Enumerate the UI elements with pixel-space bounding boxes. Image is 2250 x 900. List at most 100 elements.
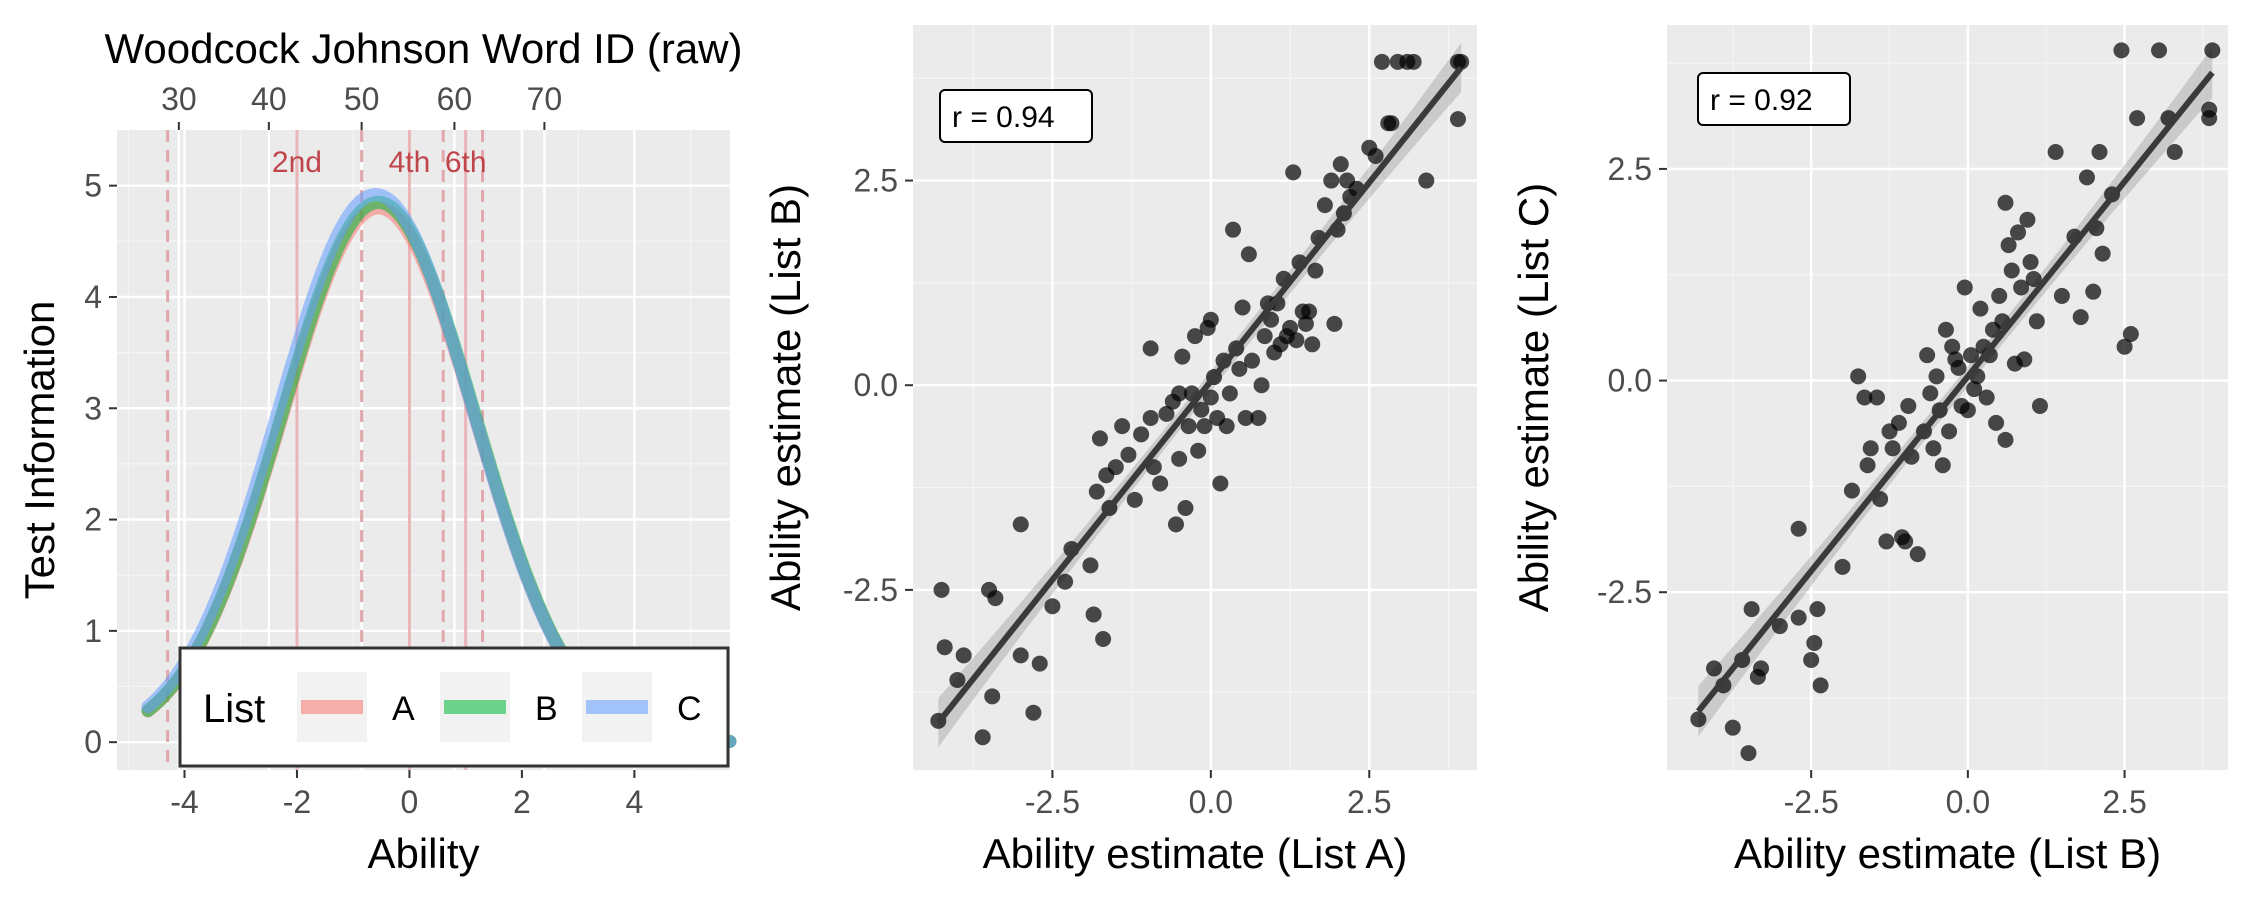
data-point: [1167, 516, 1184, 533]
x-tick-label: -4: [170, 784, 198, 820]
data-point: [2078, 169, 2095, 186]
data-point: [1316, 197, 1333, 214]
data-point: [1142, 409, 1159, 426]
data-point: [1174, 348, 1191, 365]
y-axis-ticks: -2.5 0.0 2.5: [843, 163, 913, 608]
data-point: [2085, 283, 2102, 300]
data-points: [930, 53, 1470, 746]
data-point: [1928, 368, 1945, 385]
data-point: [1133, 426, 1150, 443]
top-tick-label: 40: [251, 81, 287, 117]
data-point: [1263, 311, 1280, 328]
x-tick-label: -2.5: [1784, 784, 1839, 820]
x-tick-label: 2: [513, 784, 531, 820]
data-point: [2003, 262, 2020, 279]
data-point: [1453, 53, 1470, 70]
data-point: [2201, 110, 2218, 127]
data-point: [1997, 194, 2014, 211]
data-point: [1862, 440, 1879, 457]
data-point: [1890, 414, 1907, 431]
gridlines: [913, 25, 1477, 770]
data-point: [2013, 279, 2030, 296]
data-point: [1956, 279, 1973, 296]
data-point: [1145, 459, 1162, 476]
y-axis-title: Ability estimate (List B): [762, 184, 809, 611]
x-tick-label: 0.0: [1946, 784, 1990, 820]
y-tick-label: 1: [84, 613, 102, 649]
data-point: [1282, 319, 1299, 336]
data-point: [1088, 483, 1105, 500]
data-point: [1057, 573, 1074, 590]
x-tick-label: 0.0: [1189, 784, 1233, 820]
data-point: [1212, 475, 1229, 492]
data-point: [1367, 147, 1384, 164]
y-axis-title: Ability estimate (List C): [1510, 183, 1557, 612]
top-tick-label: 60: [437, 81, 473, 117]
y-tick-label: 3: [84, 390, 102, 426]
regression-line: [936, 65, 1464, 725]
y-tick-label: -2.5: [1597, 574, 1652, 610]
y-tick-label: 2.5: [854, 163, 898, 199]
data-point: [1202, 389, 1219, 406]
data-point: [1771, 618, 1788, 635]
y-tick-label: 5: [84, 168, 102, 204]
top-axis-ticks: 30 40 50 60 70: [161, 81, 562, 130]
data-point: [1244, 352, 1261, 369]
x-tick-label: 4: [625, 784, 643, 820]
top-tick-label: 50: [344, 81, 380, 117]
data-point: [1790, 609, 1807, 626]
data-point: [1225, 221, 1242, 238]
data-point: [2019, 211, 2036, 228]
test-information-panel: 2nd 4th 6th -4 -2 0 2 4 0 1 2 3 4 5 30 40 50 60 70 Abil…: [16, 25, 743, 877]
data-point: [1031, 655, 1048, 672]
data-point: [1193, 401, 1210, 418]
data-point: [1152, 475, 1169, 492]
data-point: [1706, 660, 1723, 677]
data-point: [1897, 533, 1914, 550]
data-point: [1991, 287, 2008, 304]
data-point: [1743, 601, 1760, 618]
data-point: [1966, 381, 1983, 398]
legend-keys: A B C: [297, 672, 702, 742]
data-point: [2151, 42, 2168, 59]
data-point: [1859, 457, 1876, 474]
x-axis-title: Ability: [367, 830, 479, 877]
x-axis-ticks: -4 -2 0 2 4: [170, 770, 643, 820]
data-point: [1202, 311, 1219, 328]
correlation-annotation: r = 0.92: [1697, 72, 1851, 126]
y-tick-label: 0.0: [854, 367, 898, 403]
data-point: [2091, 143, 2108, 160]
grade-label: 2nd: [272, 146, 322, 179]
grade-label: 4th: [389, 146, 431, 179]
data-point: [984, 688, 1001, 705]
top-tick-label: 70: [527, 81, 563, 117]
data-point: [1856, 389, 1873, 406]
data-point: [1171, 450, 1188, 467]
data-point: [2113, 42, 2130, 59]
data-point: [1218, 418, 1235, 435]
annotation-box: [1697, 72, 1851, 126]
data-point: [1025, 704, 1042, 721]
data-point: [1307, 262, 1324, 279]
grade-labels: 2nd 4th 6th: [272, 146, 487, 179]
y-tick-label: 4: [84, 279, 102, 315]
data-point: [1187, 328, 1203, 345]
data-point: [2022, 254, 2039, 271]
data-point: [1044, 598, 1061, 615]
data-point: [1803, 651, 1820, 668]
y-axis-title: Test Information: [16, 301, 63, 600]
data-point: [1095, 631, 1112, 648]
data-point: [1884, 440, 1901, 457]
regression-line: [1696, 70, 2215, 714]
x-axis-title: Ability estimate (List B): [1734, 830, 2161, 877]
legend-label: A: [392, 690, 415, 728]
data-point: [1231, 360, 1248, 377]
data-point: [1834, 558, 1851, 575]
data-point: [933, 581, 950, 598]
data-point: [1925, 440, 1942, 457]
correlation-label: r = 0.94: [952, 101, 1055, 134]
x-axis-title: Ability estimate (List A): [983, 830, 1408, 877]
data-point: [1190, 442, 1207, 459]
data-point: [1922, 385, 1939, 402]
